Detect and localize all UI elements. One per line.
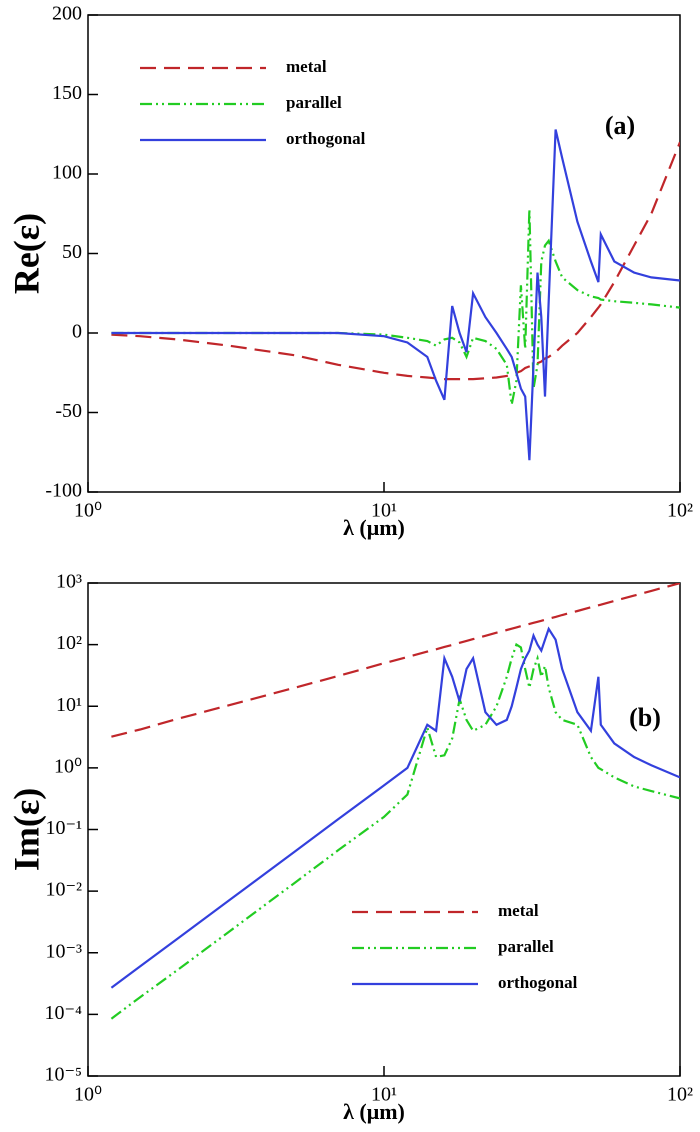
panel-label: (b) xyxy=(629,703,661,732)
series-line xyxy=(111,583,680,738)
legend-label: parallel xyxy=(498,937,554,956)
x-tick-label: 10² xyxy=(667,1084,693,1106)
y-tick-label: 10⁰ xyxy=(54,755,82,777)
y-tick-label: 0 xyxy=(72,321,82,343)
y-axis-label: Im(ε) xyxy=(6,788,46,871)
series-line xyxy=(110,642,680,1020)
y-tick-label: 10⁻³ xyxy=(45,940,82,962)
series-line xyxy=(111,141,680,381)
y-tick-label: 200 xyxy=(52,3,82,25)
x-tick-label: 10⁰ xyxy=(74,1084,102,1106)
y-tick-label: 10⁻² xyxy=(45,879,82,901)
y-tick-label: 100 xyxy=(52,162,82,184)
y-tick-label: 10¹ xyxy=(56,694,82,716)
series-line xyxy=(111,129,680,461)
x-tick-label: 10⁰ xyxy=(74,500,102,522)
y-axis-label: Re(ε) xyxy=(6,213,46,294)
y-tick-label: 10² xyxy=(56,632,82,654)
y-tick-label: 10⁻¹ xyxy=(45,817,82,839)
x-axis-label: λ (μm) xyxy=(343,1099,405,1124)
panel-label: (a) xyxy=(605,111,635,140)
series-line xyxy=(111,208,680,405)
plot-frame xyxy=(87,14,681,493)
legend-label: metal xyxy=(498,901,539,920)
y-tick-label: 10⁻⁴ xyxy=(44,1002,82,1024)
legend-label: orthogonal xyxy=(498,973,578,992)
y-tick-label: 150 xyxy=(52,82,82,104)
x-tick-label: 10¹ xyxy=(371,1084,397,1106)
plot-frame xyxy=(87,582,681,1077)
y-tick-label: -50 xyxy=(55,400,82,422)
series-line xyxy=(110,626,680,989)
y-tick-label: 50 xyxy=(62,241,82,263)
y-tick-label: 10⁻⁵ xyxy=(44,1064,82,1086)
legend-label: parallel xyxy=(286,93,342,112)
x-axis-label: λ (μm) xyxy=(343,515,405,540)
y-tick-label: -100 xyxy=(45,480,82,502)
legend-label: orthogonal xyxy=(286,129,366,148)
x-tick-label: 10² xyxy=(667,500,693,522)
legend-label: metal xyxy=(286,57,327,76)
y-tick-label: 10³ xyxy=(56,571,82,593)
x-tick-label: 10¹ xyxy=(371,500,397,522)
